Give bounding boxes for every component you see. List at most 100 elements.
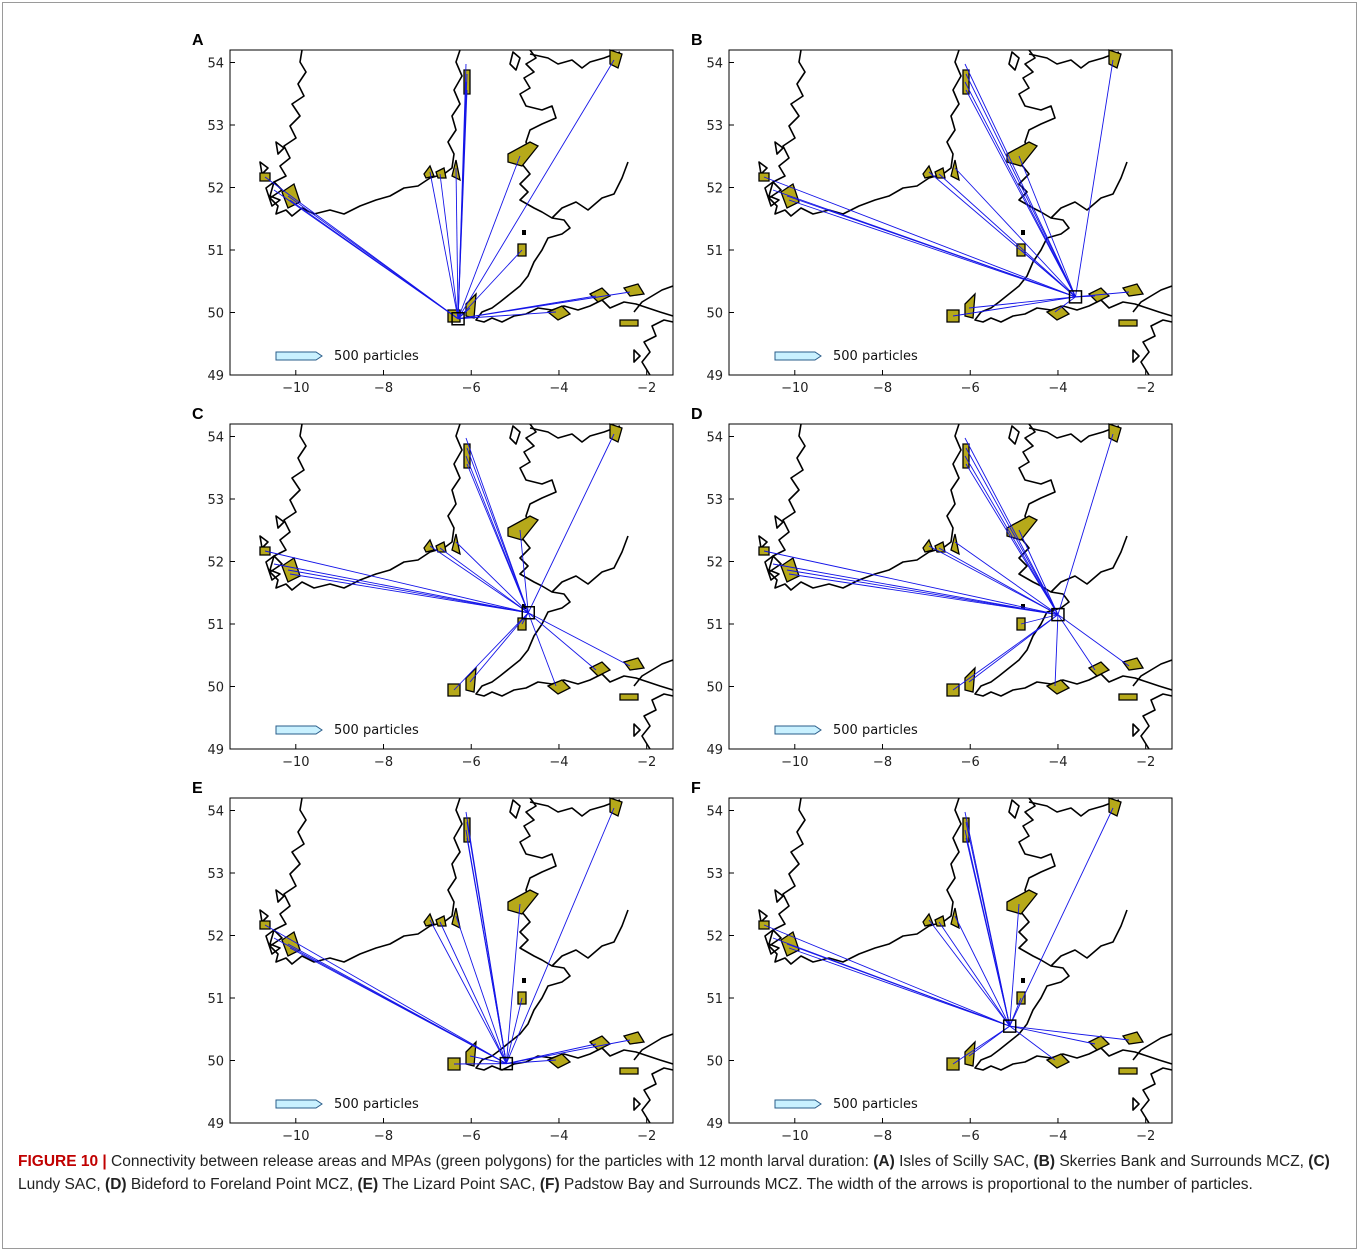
- x-tick-label: −2: [1136, 755, 1155, 770]
- caption-key-c: (C): [1308, 1153, 1330, 1170]
- x-tick-label: −2: [637, 1129, 656, 1144]
- mpa-polygon: [1108, 797, 1122, 817]
- y-tick-label: 53: [207, 867, 224, 882]
- connectivity-arrow: [965, 73, 1076, 298]
- panel-letter: B: [691, 32, 703, 49]
- connectivity-arrow: [772, 937, 1010, 1027]
- x-tick-label: −2: [1136, 1129, 1155, 1144]
- y-tick-label: 52: [706, 556, 723, 571]
- connectivity-arrow: [429, 919, 507, 1064]
- figure-caption: FIGURE 10 | Connectivity between release…: [18, 1150, 1338, 1196]
- coastline-basemap: [229, 49, 674, 376]
- connectivity-arrow: [1018, 155, 1076, 298]
- release-marker-small: [1021, 230, 1025, 235]
- x-tick-label: −6: [961, 381, 980, 396]
- connectivity-arrow: [1057, 614, 1130, 667]
- legend-arrow-icon: [275, 351, 323, 361]
- x-tick-label: −10: [781, 755, 808, 770]
- mpa-polygon: [435, 167, 447, 179]
- connectivity-arrow: [465, 437, 529, 613]
- connectivity-arrow: [964, 437, 1059, 615]
- mpa-polygon: [1121, 283, 1145, 297]
- y-tick-label: 49: [706, 369, 723, 384]
- x-tick-label: −4: [549, 1129, 568, 1144]
- y-tick-label: 53: [207, 119, 224, 134]
- connectivity-arrow: [964, 63, 1076, 298]
- x-tick-label: −2: [637, 755, 656, 770]
- connectivity-arrow: [289, 573, 529, 614]
- connectivity-arrow: [1009, 1025, 1130, 1041]
- legend-label: 500 particles: [334, 1097, 419, 1112]
- caption-text-a: Isles of Scilly SAC,: [894, 1153, 1034, 1170]
- mpa-polygon: [964, 666, 976, 693]
- coastline-basemap: [728, 49, 1173, 376]
- connectivity-arrow: [954, 167, 1076, 298]
- legend-label: 500 particles: [334, 349, 419, 364]
- y-tick-label: 52: [207, 930, 224, 945]
- mpa-polygon: [507, 889, 540, 915]
- y-tick-label: 50: [706, 307, 723, 322]
- y-tick-label: 52: [207, 182, 224, 197]
- y-tick-label: 52: [207, 556, 224, 571]
- caption-text-c: Lundy SAC,: [18, 1176, 106, 1193]
- connectivity-arrow: [938, 921, 1011, 1027]
- connectivity-arrow: [455, 915, 507, 1064]
- x-tick-label: −10: [781, 1129, 808, 1144]
- map-panel-b: 500 particles B −10 −8 −6 −4 −2 54 53 52 51 50 49: [691, 32, 1173, 396]
- connectivity-arrow: [928, 919, 1011, 1027]
- x-tick-label: −4: [1048, 755, 1067, 770]
- connectivity-arrow: [457, 59, 615, 319]
- mpa-polygon: [962, 69, 970, 95]
- connectivity-arrow: [264, 550, 529, 614]
- release-area-box: [499, 1056, 514, 1071]
- map-panel-a: 500 particles A −10 −8 −6 −4 −2 54 53 52 51 50 49: [192, 32, 674, 396]
- release-marker-small: [522, 978, 526, 983]
- connectivity-arrow: [965, 89, 1076, 298]
- connectivity-arrow: [952, 296, 1076, 317]
- connectivity-arrow: [519, 529, 529, 613]
- mpa-polygon: [546, 1053, 572, 1069]
- caption-key-f: (F): [539, 1176, 560, 1193]
- connectivity-arrow: [439, 547, 529, 614]
- y-tick-label: 50: [207, 307, 224, 322]
- x-tick-label: −4: [549, 755, 568, 770]
- y-tick-label: 54: [706, 805, 723, 820]
- connectivity-arrow: [954, 541, 1059, 615]
- mpa-polygon: [1045, 1053, 1071, 1069]
- connectivity-arrow: [455, 167, 459, 319]
- map-panel-d: 500 particles D −10 −8 −6 −4 −2 54 53 52 51 50 49: [691, 406, 1173, 770]
- connectivity-arrow: [505, 997, 523, 1064]
- y-tick-label: 49: [706, 743, 723, 758]
- mpa-polygon: [507, 141, 540, 167]
- panel-letter: C: [192, 406, 204, 423]
- y-tick-label: 49: [706, 1117, 723, 1132]
- x-tick-label: −4: [1048, 1129, 1067, 1144]
- mpa-polygon: [922, 538, 934, 553]
- release-area-box: [1051, 607, 1065, 622]
- connectivity-arrow: [786, 569, 1059, 616]
- mpa-polygon: [922, 912, 934, 927]
- connectivity-arrow: [439, 921, 507, 1064]
- mpa-polygon: [950, 533, 960, 556]
- mpa-polygon: [1045, 305, 1071, 321]
- mpa-polygon: [934, 167, 946, 179]
- y-tick-label: 53: [207, 493, 224, 508]
- connectivity-arrow: [273, 563, 529, 614]
- connectivity-arrow: [455, 541, 529, 614]
- connectivity-arrow: [964, 455, 1059, 615]
- connectivity-arrow: [458, 291, 631, 320]
- connectivity-arrow: [952, 614, 1059, 691]
- connectivity-arrow: [763, 550, 1059, 616]
- coastline-basemap: [229, 423, 674, 750]
- connectivity-arrow: [1057, 433, 1114, 615]
- x-tick-label: −4: [549, 381, 568, 396]
- release-area-box: [521, 606, 536, 620]
- y-tick-label: 51: [207, 618, 224, 633]
- mpa-polygon: [780, 556, 800, 583]
- panel-letter: F: [691, 780, 701, 797]
- connectivity-arrow: [1057, 614, 1096, 671]
- connectivity-arrow: [1075, 291, 1130, 298]
- caption-key-d: (D): [105, 1176, 127, 1193]
